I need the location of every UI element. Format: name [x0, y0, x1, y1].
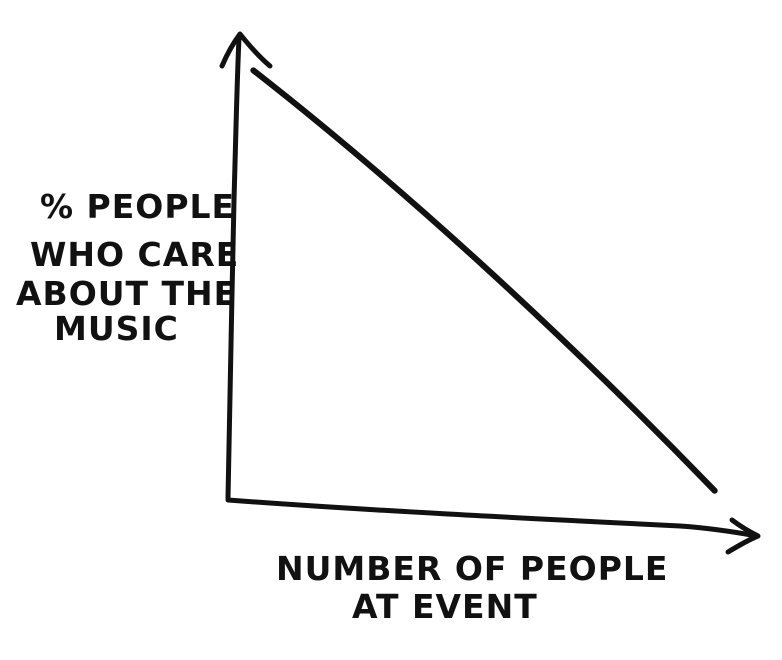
y-label-line-1: % PEOPLE: [40, 187, 235, 226]
x-axis-line: [225, 497, 760, 539]
y-label-line-4: MUSIC: [54, 309, 179, 348]
x-label-line-1: NUMBER OF PEOPLE: [276, 549, 668, 588]
y-axis-arrowhead: [219, 31, 273, 69]
y-label-line-2: WHO CARE: [30, 235, 239, 274]
y-label-line-3: ABOUT THE: [16, 274, 237, 313]
x-label-line-2: AT EVENT: [352, 587, 538, 626]
y-axis: [219, 31, 273, 501]
x-axis: [225, 497, 761, 555]
series-layer: [250, 67, 718, 494]
y-axis-line: [225, 35, 242, 501]
y-axis-label: % PEOPLE WHO CARE ABOUT THE MUSIC: [16, 187, 239, 348]
x-axis-label: NUMBER OF PEOPLE AT EVENT: [276, 549, 668, 626]
series-line-0: [250, 67, 718, 494]
x-axis-arrowhead: [725, 517, 761, 555]
